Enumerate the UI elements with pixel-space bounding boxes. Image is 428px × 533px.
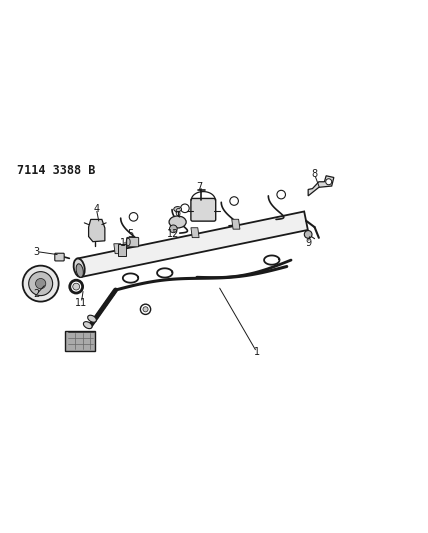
Circle shape <box>326 179 332 185</box>
Text: 12: 12 <box>167 229 179 239</box>
Text: 1: 1 <box>254 347 260 357</box>
Text: 10: 10 <box>120 238 132 248</box>
Circle shape <box>230 197 238 205</box>
Text: 11: 11 <box>75 298 87 308</box>
Text: 2: 2 <box>33 289 39 300</box>
Circle shape <box>36 278 46 289</box>
Ellipse shape <box>169 216 186 228</box>
Circle shape <box>181 204 189 213</box>
Ellipse shape <box>74 259 85 277</box>
Ellipse shape <box>88 315 96 322</box>
Text: 8: 8 <box>312 169 318 180</box>
Ellipse shape <box>174 207 181 212</box>
Text: 3: 3 <box>33 247 39 256</box>
Text: 4: 4 <box>93 204 99 214</box>
Circle shape <box>29 272 53 296</box>
Circle shape <box>304 231 312 238</box>
Polygon shape <box>191 228 199 238</box>
Text: 7: 7 <box>196 182 202 192</box>
Polygon shape <box>308 176 334 196</box>
Ellipse shape <box>83 321 92 329</box>
Text: 9: 9 <box>305 238 311 248</box>
FancyBboxPatch shape <box>127 237 139 247</box>
Text: 5: 5 <box>128 229 134 239</box>
Circle shape <box>140 304 151 314</box>
Text: 7114 3388 B: 7114 3388 B <box>17 164 95 177</box>
Circle shape <box>23 265 59 302</box>
Circle shape <box>277 190 285 199</box>
FancyBboxPatch shape <box>191 198 216 221</box>
Circle shape <box>129 213 138 221</box>
Ellipse shape <box>73 283 80 290</box>
Circle shape <box>143 306 148 312</box>
FancyBboxPatch shape <box>118 244 126 256</box>
Ellipse shape <box>76 264 83 277</box>
FancyBboxPatch shape <box>55 253 64 261</box>
Polygon shape <box>114 244 122 254</box>
Polygon shape <box>232 219 240 229</box>
Polygon shape <box>89 220 105 241</box>
Text: 6: 6 <box>175 208 181 218</box>
FancyBboxPatch shape <box>65 331 95 351</box>
Circle shape <box>169 225 177 233</box>
Polygon shape <box>77 212 308 277</box>
